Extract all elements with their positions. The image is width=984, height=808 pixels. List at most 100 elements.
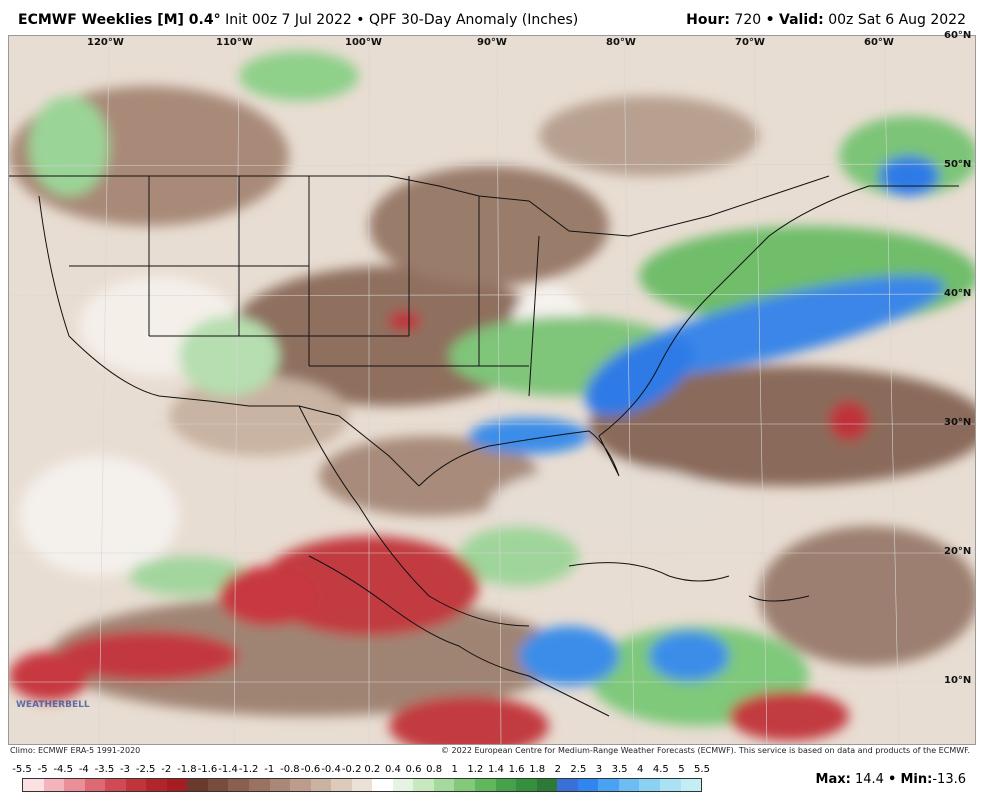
lon-label-120w: 120°W xyxy=(87,37,124,48)
scale-tick-label: 3 xyxy=(595,764,603,775)
scale-swatch xyxy=(249,779,270,791)
scale-tick-label: -3 xyxy=(120,764,131,775)
scale-tick-label: 0.4 xyxy=(384,764,401,775)
model-name: ECMWF Weeklies [M] 0.4 xyxy=(18,12,214,28)
field-name: QPF 30-Day Anomaly (Inches) xyxy=(369,12,579,28)
color-scale-legend: -5.5 -5 -4.5 -4 -3.5 -3 -2.5 -2 -1.8 -1.6 -1.4 -1.2… xyxy=(12,764,710,794)
lat-label-60n: 60°N xyxy=(944,30,972,41)
scale-tick-label: 2.5 xyxy=(570,764,587,775)
scale-swatch xyxy=(680,779,702,791)
scale-swatch xyxy=(187,779,208,791)
scale-color-bar xyxy=(22,778,702,792)
map-panel xyxy=(8,35,976,745)
bullet-3: • xyxy=(888,772,897,787)
scale-swatch xyxy=(516,779,537,791)
scale-swatch xyxy=(475,779,496,791)
scale-swatch xyxy=(639,779,660,791)
scale-tick-label: -2.5 xyxy=(135,764,156,775)
header: ECMWF Weeklies [M] 0.4° Init 00z 7 Jul 2… xyxy=(0,0,984,36)
scale-swatch xyxy=(351,779,373,791)
lon-label-80w: 80°W xyxy=(606,37,636,48)
max-min-stats: Max: 14.4 • Min:-13.6 xyxy=(816,772,966,787)
scale-swatch xyxy=(454,779,476,791)
bullet-2: • xyxy=(765,12,775,28)
scale-tick-label: -4.5 xyxy=(53,764,73,775)
min-label: Min: xyxy=(900,772,933,787)
scale-tick-label: 4 xyxy=(636,764,644,775)
scale-tick-labels: -5.5 -5 -4.5 -4 -3.5 -3 -2.5 -2 -1.8 -1.6 -1.4 -1.2… xyxy=(12,764,710,776)
scale-swatch xyxy=(536,779,558,791)
scale-swatch xyxy=(495,779,517,791)
lon-label-100w: 100°W xyxy=(345,37,382,48)
scale-tick-label: 1.4 xyxy=(487,764,504,775)
scale-swatch xyxy=(23,779,44,791)
scale-swatch xyxy=(105,779,126,791)
hour-label: Hour: xyxy=(686,12,730,28)
scale-tick-label: -1 xyxy=(264,764,275,775)
scale-tick-label: 0.2 xyxy=(364,764,381,775)
scale-tick-label: 5.5 xyxy=(694,764,710,775)
scale-tick-label: -2 xyxy=(161,764,172,775)
scale-swatch xyxy=(228,779,250,791)
scale-tick-label: -1.4 xyxy=(218,764,238,775)
scale-swatch xyxy=(598,779,619,791)
scale-tick-label: 0.8 xyxy=(426,764,443,775)
scale-swatch xyxy=(290,779,311,791)
scale-tick-label: 5 xyxy=(678,764,685,775)
scale-tick-label: -3.5 xyxy=(94,764,115,775)
lat-label-40n: 40°N xyxy=(944,288,972,299)
map-title: ECMWF Weeklies [M] 0.4° Init 00z 7 Jul 2… xyxy=(18,12,578,28)
lon-label-110w: 110°W xyxy=(216,37,253,48)
degree-symbol: ° xyxy=(213,12,221,28)
weatherbell-logo: WEATHERBELL xyxy=(16,700,90,710)
init-time: Init 00z 7 Jul 2022 xyxy=(225,12,352,28)
scale-swatch xyxy=(146,779,167,791)
scale-swatch xyxy=(269,779,291,791)
scale-swatch xyxy=(557,779,578,791)
scale-tick-label: -0.2 xyxy=(341,764,362,775)
lat-label-10n: 10°N xyxy=(944,675,972,686)
scale-swatch xyxy=(331,779,352,791)
scale-swatch xyxy=(166,779,188,791)
scale-swatch xyxy=(618,779,640,791)
valid-label: Valid: xyxy=(779,12,824,28)
precip-anomaly-map xyxy=(9,36,975,744)
scale-swatch xyxy=(64,779,85,791)
lon-label-90w: 90°W xyxy=(477,37,507,48)
scale-swatch xyxy=(125,779,147,791)
scale-swatch xyxy=(43,779,65,791)
scale-tick-label: -4 xyxy=(78,764,89,775)
scale-tick-label: 2 xyxy=(554,764,561,775)
lon-label-60w: 60°W xyxy=(864,37,894,48)
political-boundaries xyxy=(9,175,959,717)
scale-tick-label: 0.6 xyxy=(405,764,422,775)
scale-swatch xyxy=(310,779,332,791)
ecmwf-credit: © 2022 European Centre for Medium-Range … xyxy=(441,746,970,755)
max-label: Max: xyxy=(815,772,851,787)
scale-tick-label: -0.4 xyxy=(321,764,341,775)
scale-tick-label: -5.5 xyxy=(12,764,32,775)
scale-swatch xyxy=(577,779,599,791)
scale-tick-label: -1.2 xyxy=(238,764,259,775)
graticule xyxy=(9,36,975,744)
scale-swatch xyxy=(372,779,393,791)
scale-tick-label: 4.5 xyxy=(652,764,669,775)
hour-value: 720 xyxy=(734,12,762,28)
scale-swatch xyxy=(413,779,434,791)
scale-swatch xyxy=(207,779,229,791)
scale-tick-label: -5 xyxy=(37,764,48,775)
scale-swatch xyxy=(392,779,414,791)
lat-label-50n: 50°N xyxy=(944,159,972,170)
scale-tick-label: -0.6 xyxy=(300,764,321,775)
scale-tick-label: 1.6 xyxy=(508,764,525,775)
valid-value: 00z Sat 6 Aug 2022 xyxy=(828,12,966,28)
valid-info: Hour: 720 • Valid: 00z Sat 6 Aug 2022 xyxy=(686,12,966,28)
scale-swatch xyxy=(84,779,106,791)
scale-tick-label: -1.8 xyxy=(177,764,197,775)
scale-tick-label: 3.5 xyxy=(611,764,628,775)
max-value: 14.4 xyxy=(854,772,884,787)
min-value: -13.6 xyxy=(932,772,966,787)
scale-tick-label: 1.8 xyxy=(529,764,546,775)
climo-credit: Climo: ECMWF ERA-5 1991-2020 xyxy=(10,746,141,755)
scale-tick-label: 1.2 xyxy=(467,764,484,775)
